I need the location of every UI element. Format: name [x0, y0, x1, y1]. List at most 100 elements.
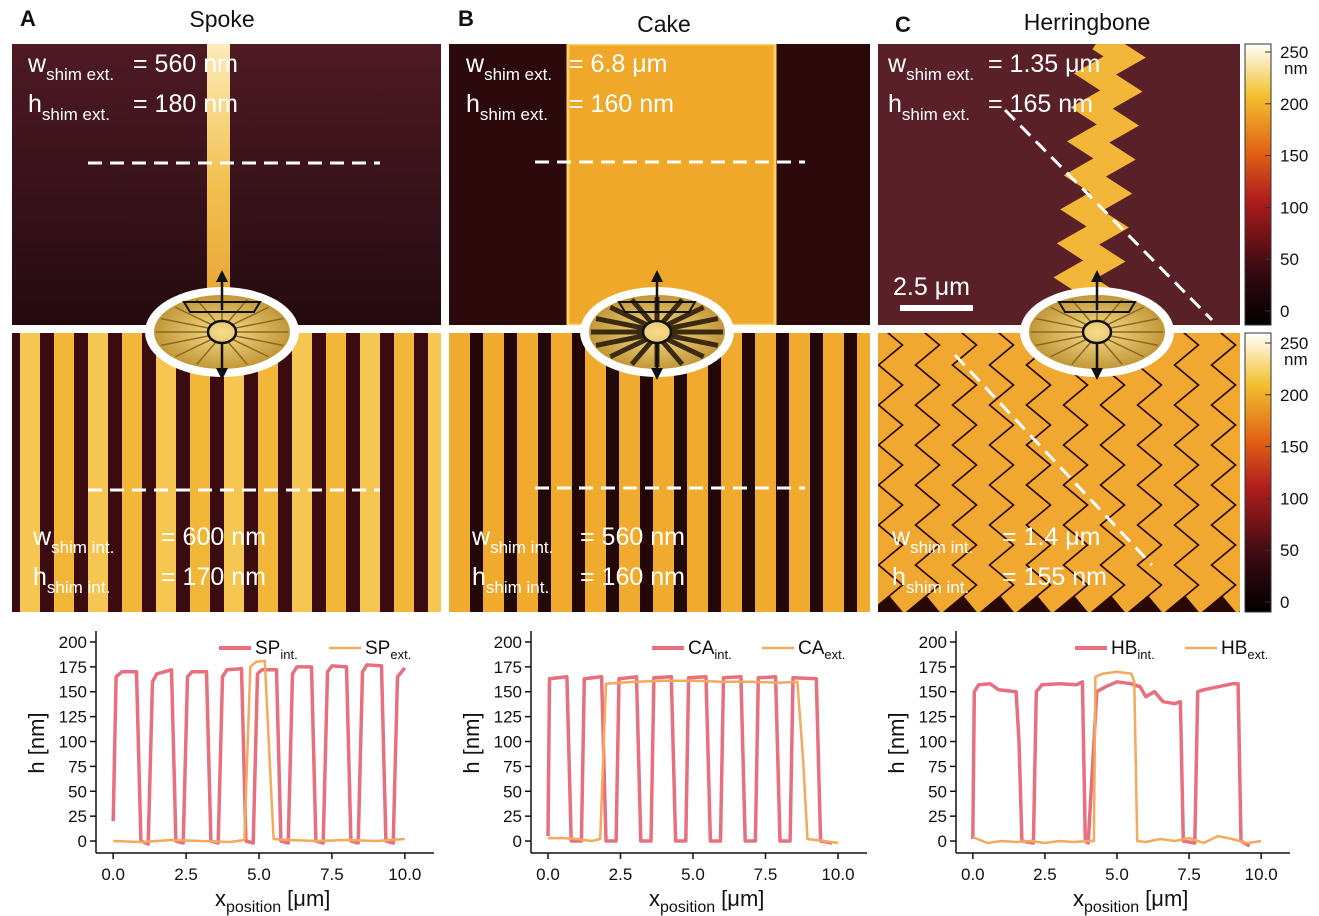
- panel-title: Cake: [637, 11, 691, 37]
- icon-spoke: [231, 338, 269, 358]
- x-axis-label-unit: [μm]: [721, 886, 764, 911]
- icon-spoke: [1101, 340, 1123, 365]
- x-axis-label-symbol: x: [1073, 886, 1084, 911]
- annotation-subscript: shim int.: [486, 578, 549, 597]
- panel-letter: C: [895, 12, 911, 37]
- icon-spoke: [1050, 338, 1088, 358]
- colorbar-tick-label: 50: [1280, 541, 1299, 560]
- panel-title: Spoke: [189, 6, 254, 32]
- scale-bar-label: 2.5 μm: [893, 273, 970, 301]
- x-tick-label: 10.0: [821, 865, 854, 884]
- afm-image: [449, 333, 870, 612]
- shim-stripe: [653, 333, 674, 612]
- shim-zigzag: [879, 333, 939, 612]
- icon-spoke: [234, 317, 284, 329]
- y-tick-label: 75: [503, 757, 522, 776]
- annotation: hshim int. = 160 nm: [472, 563, 685, 597]
- profile-line: [546, 675, 833, 845]
- x-tick-label: 10.0: [388, 865, 421, 884]
- legend-name: SP: [365, 638, 390, 659]
- shim-stripe: [224, 333, 244, 612]
- x-axis-label-symbol: x: [649, 886, 660, 911]
- profile-line: [953, 353, 1154, 567]
- shim-zigzag: [1138, 333, 1198, 612]
- shim-stripe: [122, 333, 142, 612]
- shim-zigzag: [878, 333, 902, 605]
- annotation-value: = 560 nm: [580, 523, 685, 551]
- y-tick-label: 200: [919, 633, 947, 652]
- legend-label: SPint.: [255, 638, 298, 662]
- annotation-subscript: shim int.: [47, 578, 110, 597]
- shim-stripe: [394, 333, 414, 612]
- annotation-value: = 165 nm: [988, 90, 1093, 118]
- annotation-value: = 160 nm: [569, 90, 674, 118]
- icon-spoke: [595, 333, 645, 348]
- colorbar-unit: nm: [1284, 59, 1308, 78]
- shim-zigzag: [1050, 44, 1146, 325]
- x-tick-label: 7.5: [754, 865, 778, 884]
- annotation-subscript: shim ext.: [902, 105, 970, 124]
- shim-icon: [580, 270, 734, 380]
- annotation-symbol: w: [471, 523, 491, 551]
- afm-image: [449, 44, 870, 325]
- y-tick-label: 150: [494, 683, 522, 702]
- y-tick-label: 125: [494, 708, 522, 727]
- y-tick-label: 125: [59, 708, 87, 727]
- annotation-symbol: h: [33, 563, 47, 591]
- x-tick-label: 2.5: [1033, 865, 1057, 884]
- icon-spoke: [226, 340, 248, 365]
- icon-spoke: [1109, 335, 1159, 347]
- icon-spoke: [1035, 335, 1085, 347]
- icon-spoke: [1109, 317, 1159, 329]
- colorbar-unit: nm: [1284, 350, 1308, 369]
- annotation: wshim ext. = 560 nm: [27, 50, 238, 84]
- annotation-subscript: shim int.: [906, 578, 969, 597]
- panel-letter: B: [458, 6, 474, 31]
- y-tick-label: 25: [68, 807, 87, 826]
- y-tick-label: 175: [919, 658, 947, 677]
- annotation: wshim ext. = 1.35 μm: [887, 50, 1100, 84]
- legend-name: SP: [255, 638, 280, 659]
- shim-zigzag: [990, 333, 1050, 612]
- x-tick-label: 0.0: [536, 865, 560, 884]
- shim-zigzag: [1027, 333, 1087, 612]
- shim-stripe: [326, 333, 346, 612]
- profile-line: [113, 659, 405, 844]
- annotation: wshim ext. = 6.8 μm: [465, 50, 667, 84]
- afm-image: [878, 44, 1240, 325]
- annotation-subscript: shim ext.: [906, 65, 974, 84]
- y-tick-label: 50: [503, 782, 522, 801]
- icon-spoke: [629, 339, 654, 366]
- x-tick-label: 7.5: [320, 865, 344, 884]
- legend-name: HB: [1111, 638, 1137, 659]
- icon-spoke: [669, 316, 719, 331]
- panel-title: Herringbone: [1024, 9, 1151, 35]
- annotation-symbol: h: [472, 563, 486, 591]
- colorbar-tick-label: 250: [1280, 334, 1308, 353]
- annotation-symbol: w: [887, 50, 907, 78]
- icon-arrowhead: [216, 368, 228, 380]
- x-tick-label: 0.0: [101, 865, 125, 884]
- legend-label: HBext.: [1221, 638, 1268, 662]
- shim-stripe: [360, 333, 380, 612]
- annotation-value: = 6.8 μm: [569, 50, 667, 78]
- shim-icon: [145, 270, 299, 380]
- annotation: hshim int. = 170 nm: [33, 563, 266, 597]
- x-tick-label: 2.5: [609, 865, 633, 884]
- colorbar-tick-label: 0: [1280, 302, 1289, 321]
- legend-subscript: ext.: [1247, 647, 1268, 662]
- annotation-symbol: h: [28, 90, 42, 118]
- profile-line: [972, 670, 1262, 845]
- icon-spoke: [175, 306, 213, 326]
- colorbar: [1244, 43, 1272, 326]
- annotation-subscript: shim int.: [51, 538, 114, 557]
- icon-spoke: [1050, 306, 1088, 326]
- annotation-value: = 160 nm: [580, 563, 685, 591]
- shim-stripe: [190, 333, 210, 612]
- icon-arrowhead: [651, 368, 663, 380]
- x-axis-label-subscript: position: [660, 899, 715, 916]
- annotation-symbol: h: [466, 90, 480, 118]
- y-tick-label: 175: [59, 658, 87, 677]
- shim-stripe: [619, 333, 640, 612]
- line-chart: 0 25 50 75 100 125 150 175 200 0.0 2.5 5.0 7.5 10.0 h …: [884, 631, 1290, 916]
